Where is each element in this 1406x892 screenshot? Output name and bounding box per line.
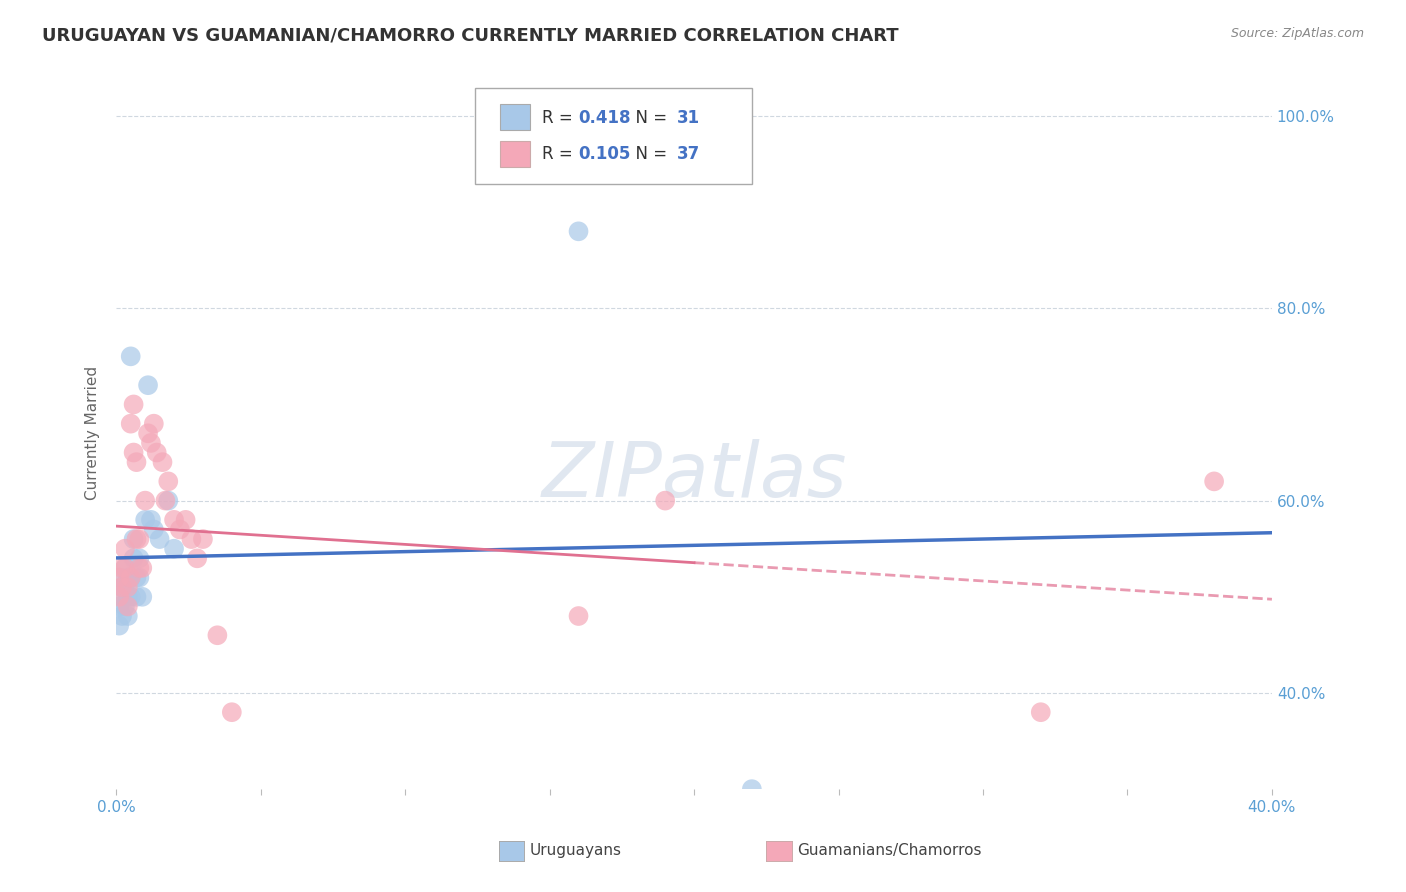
Point bbox=[207, 628, 229, 642]
Point bbox=[125, 455, 148, 469]
Point bbox=[122, 397, 145, 411]
Point bbox=[125, 532, 148, 546]
Point bbox=[152, 455, 174, 469]
Point bbox=[117, 609, 139, 624]
Text: URUGUAYAN VS GUAMANIAN/CHAMORRO CURRENTLY MARRIED CORRELATION CHART: URUGUAYAN VS GUAMANIAN/CHAMORRO CURRENTL… bbox=[42, 27, 898, 45]
Text: R =: R = bbox=[541, 109, 578, 127]
Point bbox=[114, 561, 136, 575]
Text: Guamanians/Chamorros: Guamanians/Chamorros bbox=[797, 844, 981, 858]
Point bbox=[139, 513, 162, 527]
Point bbox=[117, 580, 139, 594]
Point bbox=[136, 378, 159, 392]
Point bbox=[111, 590, 134, 604]
Point bbox=[114, 561, 136, 575]
Point bbox=[149, 532, 172, 546]
Point bbox=[120, 417, 142, 431]
Point bbox=[122, 445, 145, 459]
Point bbox=[108, 618, 131, 632]
Point bbox=[114, 599, 136, 614]
Point bbox=[108, 570, 131, 584]
Point bbox=[142, 523, 165, 537]
Point bbox=[567, 609, 589, 624]
Point bbox=[111, 609, 134, 624]
Point bbox=[741, 782, 763, 797]
Point bbox=[131, 561, 153, 575]
Point bbox=[128, 561, 150, 575]
Point bbox=[111, 580, 134, 594]
Point bbox=[120, 570, 142, 584]
Point bbox=[145, 445, 167, 459]
Y-axis label: Currently Married: Currently Married bbox=[86, 367, 100, 500]
Text: 37: 37 bbox=[676, 145, 700, 163]
Text: Uruguayans: Uruguayans bbox=[530, 844, 621, 858]
Point bbox=[125, 570, 148, 584]
Point bbox=[128, 532, 150, 546]
FancyBboxPatch shape bbox=[501, 104, 530, 130]
Point bbox=[1029, 705, 1052, 719]
Point bbox=[136, 426, 159, 441]
Text: 31: 31 bbox=[676, 109, 700, 127]
Point bbox=[122, 551, 145, 566]
Point bbox=[125, 590, 148, 604]
Point bbox=[122, 532, 145, 546]
Point bbox=[139, 436, 162, 450]
Point bbox=[221, 705, 243, 719]
Point bbox=[128, 570, 150, 584]
Point bbox=[120, 570, 142, 584]
Point bbox=[128, 551, 150, 566]
Point bbox=[155, 493, 177, 508]
Point bbox=[108, 590, 131, 604]
Point bbox=[120, 349, 142, 363]
Point bbox=[131, 590, 153, 604]
Text: R =: R = bbox=[541, 145, 578, 163]
Text: ZIPatlas: ZIPatlas bbox=[541, 439, 846, 513]
Point bbox=[108, 599, 131, 614]
Point bbox=[567, 224, 589, 238]
Point bbox=[114, 580, 136, 594]
Point bbox=[120, 590, 142, 604]
Point bbox=[157, 493, 180, 508]
Text: N =: N = bbox=[624, 109, 672, 127]
FancyBboxPatch shape bbox=[474, 88, 752, 184]
Point bbox=[111, 580, 134, 594]
Point bbox=[191, 532, 214, 546]
Point bbox=[111, 561, 134, 575]
Point bbox=[169, 523, 191, 537]
Point bbox=[1204, 475, 1226, 489]
Point bbox=[108, 570, 131, 584]
Point bbox=[157, 475, 180, 489]
Point bbox=[117, 570, 139, 584]
Text: 0.105: 0.105 bbox=[578, 145, 631, 163]
Point bbox=[117, 590, 139, 604]
Text: N =: N = bbox=[624, 145, 672, 163]
Point bbox=[180, 532, 202, 546]
Point bbox=[134, 493, 156, 508]
Point bbox=[114, 541, 136, 556]
Point bbox=[163, 541, 186, 556]
Point bbox=[142, 417, 165, 431]
Point bbox=[186, 551, 208, 566]
Point bbox=[163, 513, 186, 527]
Text: 0.418: 0.418 bbox=[578, 109, 631, 127]
Point bbox=[654, 493, 676, 508]
FancyBboxPatch shape bbox=[501, 141, 530, 168]
Point bbox=[174, 513, 197, 527]
Point bbox=[117, 599, 139, 614]
Text: Source: ZipAtlas.com: Source: ZipAtlas.com bbox=[1230, 27, 1364, 40]
Point bbox=[134, 513, 156, 527]
